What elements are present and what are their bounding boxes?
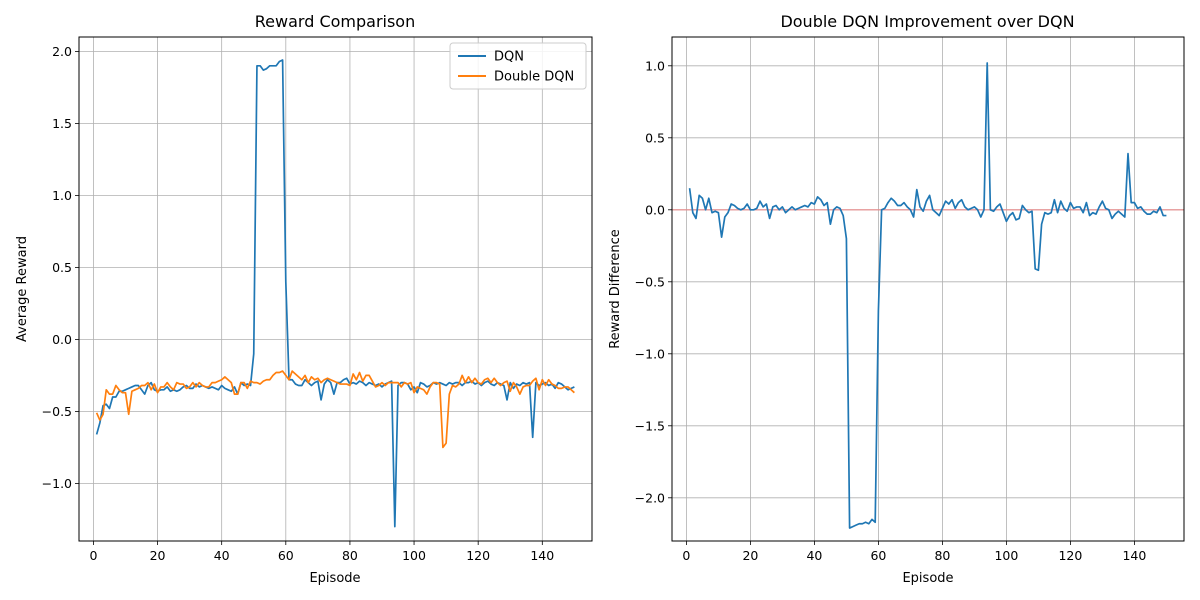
x-tick-label: 120 bbox=[466, 548, 490, 563]
y-tick-label: 0.5 bbox=[52, 260, 72, 275]
chart-title: Reward Comparison bbox=[255, 12, 415, 31]
y-tick-label: 1.5 bbox=[52, 116, 72, 131]
series-line-dqn bbox=[95, 59, 575, 528]
y-tick-label: −1.5 bbox=[635, 418, 665, 433]
x-axis-label: Episode bbox=[309, 571, 360, 586]
x-tick-label: 0 bbox=[89, 548, 97, 563]
x-tick-label: 100 bbox=[994, 548, 1018, 563]
reward-comparison-chart: Reward Comparison 0 20 40 60 80 100 120 140 −1.0… bbox=[15, 12, 593, 586]
y-axis-label: Reward Difference bbox=[608, 229, 623, 349]
series-lines bbox=[95, 59, 575, 528]
series-line-double-dqn bbox=[95, 370, 575, 449]
x-tick-label: 20 bbox=[150, 548, 166, 563]
x-tick-label: 60 bbox=[870, 548, 886, 563]
plot-frame bbox=[78, 36, 593, 542]
improvement-chart: Double DQN Improvement over DQN 0 20 40 60 8… bbox=[608, 12, 1185, 586]
x-axis-label: Episode bbox=[902, 571, 953, 586]
x-tick-label: 0 bbox=[682, 548, 690, 563]
y-tick-label: −0.5 bbox=[42, 404, 72, 419]
y-tick-label: −1.0 bbox=[42, 476, 72, 491]
x-tick-label: 80 bbox=[342, 548, 358, 563]
legend-box bbox=[449, 42, 587, 90]
series-line-difference bbox=[688, 62, 1167, 529]
y-tick-label: 1.0 bbox=[645, 58, 665, 73]
x-tick-label: 60 bbox=[278, 548, 294, 563]
y-tick-label: 1.0 bbox=[52, 188, 72, 203]
y-tick-label: −0.5 bbox=[635, 274, 665, 289]
legend: DQN Double DQN bbox=[449, 42, 587, 90]
x-tick-label: 40 bbox=[806, 548, 822, 563]
series-lines bbox=[688, 62, 1167, 529]
legend-label-dqn: DQN bbox=[494, 50, 524, 65]
chart-title: Double DQN Improvement over DQN bbox=[780, 12, 1074, 31]
x-tick-label: 100 bbox=[402, 548, 426, 563]
x-tick-label: 140 bbox=[530, 548, 554, 563]
y-tick-label: 0.0 bbox=[645, 202, 665, 217]
x-tick-label: 40 bbox=[214, 548, 230, 563]
plot-frame bbox=[671, 36, 1185, 542]
x-tick-label: 140 bbox=[1122, 548, 1146, 563]
ticks: 0 20 40 60 80 100 120 140 −2.0 −1.5 −1.0 −0.5 0.0 0.5… bbox=[635, 58, 1147, 563]
y-tick-label: 0.5 bbox=[645, 130, 665, 145]
y-tick-label: −1.0 bbox=[635, 346, 665, 361]
x-tick-label: 80 bbox=[934, 548, 950, 563]
x-tick-label: 20 bbox=[742, 548, 758, 563]
y-tick-label: 2.0 bbox=[52, 44, 72, 59]
ticks: 0 20 40 60 80 100 120 140 −1.0 −0.5 0.0 0.5 1.0 1.5 2.… bbox=[42, 44, 555, 563]
y-tick-label: −2.0 bbox=[635, 490, 665, 505]
legend-label-double-dqn: Double DQN bbox=[494, 70, 574, 85]
x-tick-label: 120 bbox=[1058, 548, 1082, 563]
y-tick-label: 0.0 bbox=[52, 332, 72, 347]
y-axis-label: Average Reward bbox=[15, 236, 30, 342]
